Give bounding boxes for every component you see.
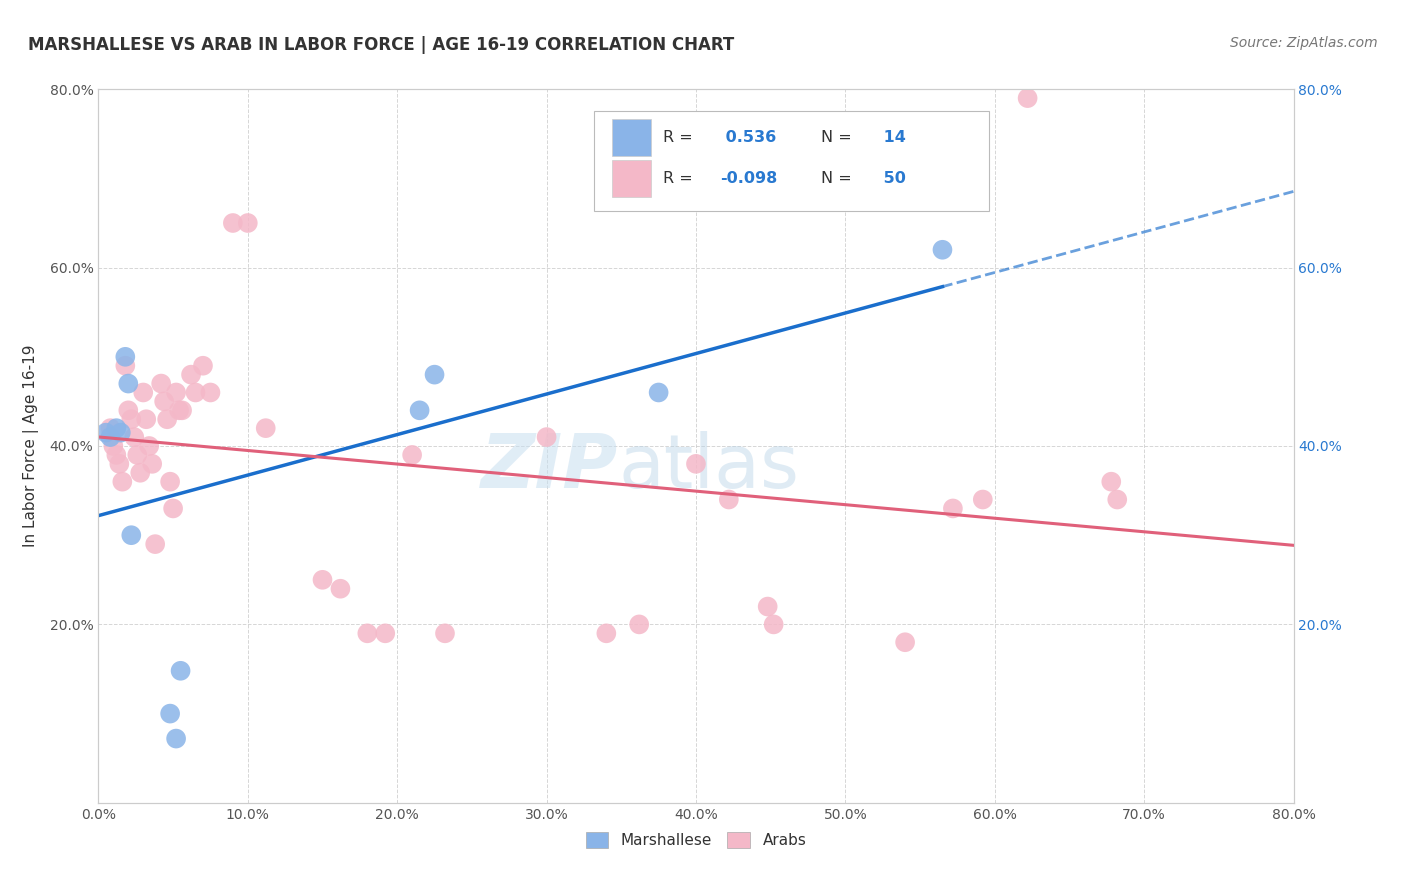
Point — [94, 425, 117, 440]
Point — [162, 501, 184, 516]
Point — [165, 385, 187, 400]
Point — [942, 501, 965, 516]
Text: 14: 14 — [877, 130, 905, 145]
Point — [374, 626, 396, 640]
Point — [595, 626, 617, 640]
Point — [685, 457, 707, 471]
Point — [153, 394, 176, 409]
Point — [132, 385, 155, 400]
Text: ZIP: ZIP — [481, 431, 619, 504]
Text: atlas: atlas — [619, 431, 799, 504]
Point — [138, 439, 160, 453]
Point — [329, 582, 352, 596]
Point — [408, 403, 430, 417]
Point — [105, 448, 128, 462]
Point — [628, 617, 651, 632]
Point — [894, 635, 917, 649]
Point — [120, 528, 142, 542]
Point — [236, 216, 259, 230]
Point — [150, 376, 173, 391]
Point — [1099, 475, 1122, 489]
Text: 0.536: 0.536 — [720, 130, 776, 145]
Point — [1107, 492, 1129, 507]
FancyBboxPatch shape — [595, 111, 988, 211]
Point — [647, 385, 669, 400]
Point — [311, 573, 333, 587]
Y-axis label: In Labor Force | Age 16-19: In Labor Force | Age 16-19 — [22, 344, 38, 548]
Point — [117, 376, 139, 391]
FancyBboxPatch shape — [613, 120, 651, 156]
Point — [108, 457, 131, 471]
Point — [200, 385, 222, 400]
Point — [117, 403, 139, 417]
Point — [762, 617, 785, 632]
Point — [434, 626, 457, 640]
Point — [356, 626, 378, 640]
Point — [103, 439, 125, 453]
Text: Source: ZipAtlas.com: Source: ZipAtlas.com — [1230, 36, 1378, 50]
Text: -0.098: -0.098 — [720, 171, 778, 186]
Point — [184, 385, 207, 400]
FancyBboxPatch shape — [613, 160, 651, 197]
Point — [172, 403, 194, 417]
Point — [129, 466, 152, 480]
Point — [114, 350, 136, 364]
Point — [124, 430, 146, 444]
Point — [222, 216, 245, 230]
Point — [159, 475, 181, 489]
Point — [111, 475, 134, 489]
Text: 50: 50 — [877, 171, 905, 186]
Point — [98, 421, 122, 435]
Text: R =: R = — [662, 130, 692, 145]
Point — [401, 448, 423, 462]
Text: N =: N = — [821, 130, 852, 145]
Point — [169, 664, 191, 678]
Point — [536, 430, 558, 444]
Legend: Marshallese, Arabs: Marshallese, Arabs — [578, 824, 814, 855]
Point — [143, 537, 166, 551]
Point — [167, 403, 190, 417]
Point — [717, 492, 740, 507]
Point — [159, 706, 181, 721]
Point — [972, 492, 994, 507]
Point — [135, 412, 157, 426]
Point — [1017, 91, 1039, 105]
Point — [120, 412, 142, 426]
Text: R =: R = — [662, 171, 692, 186]
Point — [114, 359, 136, 373]
Point — [254, 421, 277, 435]
Text: MARSHALLESE VS ARAB IN LABOR FORCE | AGE 16-19 CORRELATION CHART: MARSHALLESE VS ARAB IN LABOR FORCE | AGE… — [28, 36, 734, 54]
Point — [127, 448, 149, 462]
Text: N =: N = — [821, 171, 852, 186]
Point — [110, 425, 132, 440]
Point — [105, 421, 128, 435]
Point — [156, 412, 179, 426]
Point — [191, 359, 214, 373]
Point — [98, 430, 122, 444]
Point — [756, 599, 779, 614]
Point — [180, 368, 202, 382]
Point — [423, 368, 446, 382]
Point — [141, 457, 163, 471]
Point — [165, 731, 187, 746]
Point — [931, 243, 953, 257]
